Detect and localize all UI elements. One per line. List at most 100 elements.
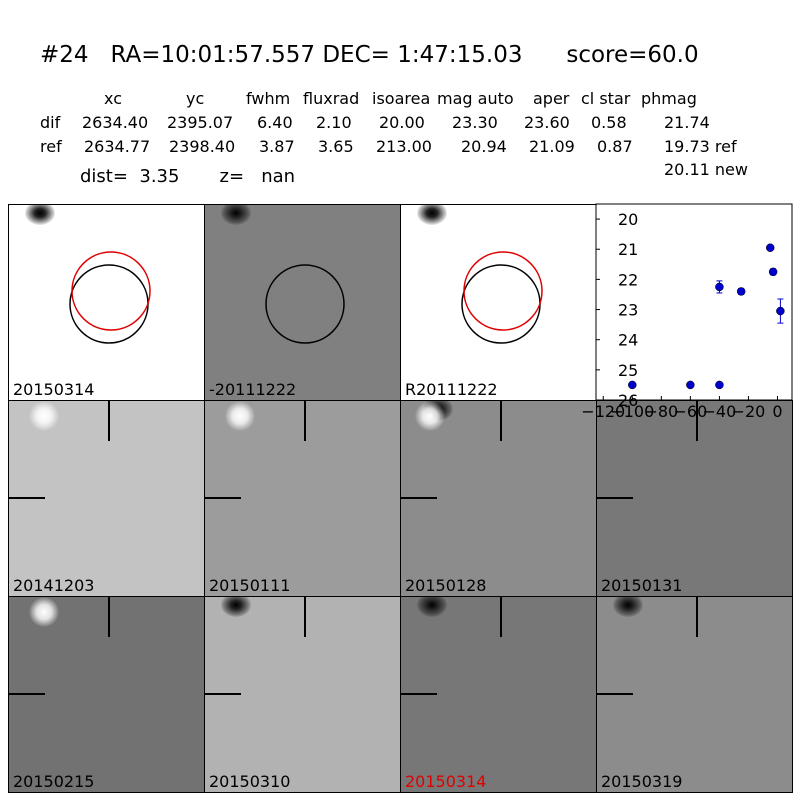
crosshair-horizontal bbox=[9, 497, 45, 499]
table-cell: 20.00 bbox=[379, 113, 425, 132]
crosshair-vertical bbox=[500, 401, 502, 441]
stamp-date-label: 20141203 bbox=[13, 576, 95, 595]
table-cell: 23.30 bbox=[452, 113, 498, 132]
image-stamp: 20150111 bbox=[204, 400, 401, 597]
image-stamp: R20111222 bbox=[400, 204, 597, 401]
stamp-date-label: 20150314 bbox=[13, 380, 95, 399]
x-tick-label: −80 bbox=[644, 402, 678, 421]
image-stamp: 20150314 bbox=[400, 596, 597, 793]
stamp-date-label: 20150128 bbox=[405, 576, 487, 595]
table-cell: 6.40 bbox=[257, 113, 293, 132]
source-blob bbox=[221, 205, 251, 225]
crosshair-vertical bbox=[304, 597, 306, 637]
table-cell: 20.94 bbox=[461, 137, 507, 156]
image-stamp: 20150128 bbox=[400, 400, 597, 597]
column-header: xc bbox=[104, 89, 122, 108]
crosshair-horizontal bbox=[597, 497, 633, 499]
crosshair-horizontal bbox=[205, 497, 241, 499]
row-label: ref bbox=[40, 137, 62, 156]
y-tick-label: 23 bbox=[618, 301, 638, 320]
column-header: isoarea bbox=[372, 89, 431, 108]
image-stamp: 20150310 bbox=[204, 596, 401, 793]
stamp-date-label: 20150319 bbox=[601, 772, 683, 791]
source-blob bbox=[29, 401, 59, 431]
x-tick-label: −40 bbox=[703, 402, 737, 421]
table-cell: 3.87 bbox=[259, 137, 295, 156]
data-point bbox=[686, 380, 695, 390]
source-blob bbox=[221, 597, 251, 617]
crosshair-horizontal bbox=[205, 693, 241, 695]
candidate-title: #24 RA=10:01:57.557 DEC= 1:47:15.03 scor… bbox=[40, 42, 699, 68]
table-cell: 21.09 bbox=[529, 137, 575, 156]
column-header: aper bbox=[533, 89, 570, 108]
table-cell: 19.73 ref bbox=[664, 137, 737, 156]
column-header: fwhm bbox=[246, 89, 291, 108]
data-point bbox=[628, 380, 637, 390]
crosshair-horizontal bbox=[9, 693, 45, 695]
x-tick-label: −100 bbox=[610, 402, 654, 421]
plot-frame bbox=[595, 203, 793, 401]
table-cell: 2634.77 bbox=[84, 137, 151, 156]
table-cell: 23.60 bbox=[524, 113, 570, 132]
y-tick-label: 24 bbox=[618, 331, 638, 350]
data-point bbox=[736, 287, 746, 296]
crosshair-horizontal bbox=[401, 693, 437, 695]
x-tick-label: −20 bbox=[732, 402, 766, 421]
column-header: cl star bbox=[581, 89, 631, 108]
data-point bbox=[765, 243, 775, 252]
aperture-overlay bbox=[461, 251, 543, 344]
light-curve-svg: 20 21 22 23 24 25 26−120−100−80−60−40−20 0 bbox=[581, 203, 793, 421]
data-point bbox=[776, 306, 785, 316]
row-label: dif bbox=[40, 113, 61, 132]
image-stamp: 20150215 bbox=[8, 596, 205, 793]
x-tick-label: −60 bbox=[673, 402, 707, 421]
table-cell: 213.00 bbox=[376, 137, 432, 156]
crosshair-vertical bbox=[696, 597, 698, 637]
data-point bbox=[715, 380, 724, 390]
stamp-date-label: 20150310 bbox=[209, 772, 291, 791]
image-stamp: 20141203 bbox=[8, 400, 205, 597]
source-blob bbox=[25, 205, 55, 225]
crosshair-horizontal bbox=[401, 497, 437, 499]
stamp-date-label: 20150314 bbox=[405, 772, 487, 791]
source-blob bbox=[29, 597, 59, 627]
crosshair-vertical bbox=[500, 597, 502, 637]
column-header: fluxrad bbox=[303, 89, 360, 108]
source-blob bbox=[417, 597, 447, 617]
black-aperture-circle bbox=[461, 264, 541, 344]
stamp-date-label: 20150131 bbox=[601, 576, 683, 595]
source-blob bbox=[415, 401, 445, 431]
y-tick-label: 26 bbox=[618, 391, 638, 410]
image-stamp: 20150131 bbox=[596, 400, 793, 597]
source-blob bbox=[225, 401, 255, 431]
stamp-date-label: -20111222 bbox=[209, 380, 297, 399]
column-header: phmag bbox=[641, 89, 697, 108]
crosshair-vertical bbox=[304, 401, 306, 441]
y-tick-label: 22 bbox=[618, 270, 638, 289]
crosshair-vertical bbox=[696, 401, 698, 441]
aperture-overlay bbox=[69, 251, 151, 344]
source-blob bbox=[417, 205, 447, 225]
table-cell: 0.87 bbox=[597, 137, 633, 156]
black-aperture-circle bbox=[69, 264, 149, 344]
stamp-date-label: 20150215 bbox=[13, 772, 95, 791]
x-tick-label: 0 bbox=[772, 402, 782, 421]
image-stamp: 20150319 bbox=[596, 596, 793, 793]
column-header: yc bbox=[186, 89, 205, 108]
table-cell: 2.10 bbox=[316, 113, 352, 132]
phmag-new: 20.11 new bbox=[664, 160, 748, 179]
table-cell: 2398.40 bbox=[169, 137, 236, 156]
y-tick-label: 21 bbox=[618, 240, 638, 259]
table-cell: 2395.07 bbox=[167, 113, 234, 132]
table-cell: 0.58 bbox=[591, 113, 627, 132]
red-aperture-circle bbox=[463, 251, 543, 331]
distance-redshift: dist= 3.35 z= nan bbox=[80, 166, 296, 187]
stamp-date-label: R20111222 bbox=[405, 380, 498, 399]
crosshair-vertical bbox=[108, 597, 110, 637]
red-aperture-circle bbox=[71, 251, 151, 331]
crosshair-vertical bbox=[108, 401, 110, 441]
stamp-date-label: 20150111 bbox=[209, 576, 291, 595]
table-cell: 2634.40 bbox=[82, 113, 149, 132]
source-blob bbox=[613, 597, 643, 617]
y-tick-label: 25 bbox=[618, 361, 638, 380]
